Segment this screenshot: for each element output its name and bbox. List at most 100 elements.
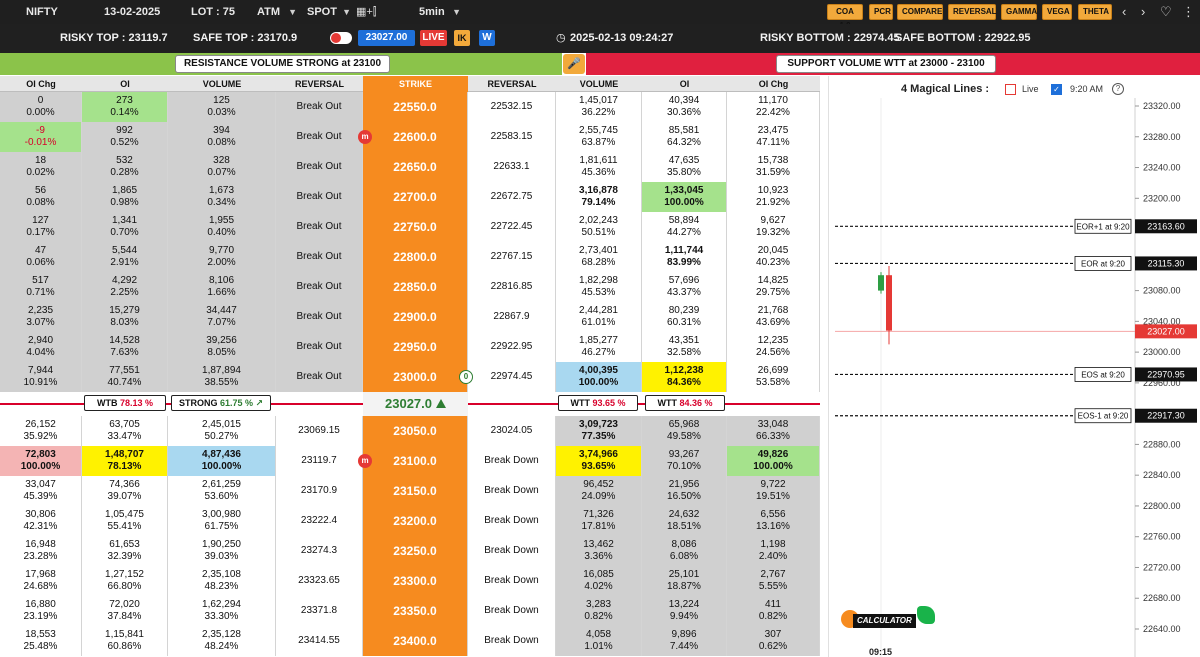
compare-button[interactable]: COMPARE	[897, 4, 943, 20]
cell-strike-value: 23000.0	[393, 370, 437, 384]
safe-bottom: SAFE BOTTOM : 22922.95	[895, 32, 1031, 44]
table-row[interactable]: 2,235 3.07% 15,279 8.03% 34,447 7.07% Break Ou…	[0, 302, 820, 332]
table-row[interactable]: 47 0.06% 5,544 2.91% 9,770 2.00% Break Out 2280…	[0, 242, 820, 272]
cell-poichg: 411 0.82%	[727, 596, 820, 626]
cell-pvol: 3,16,878 79.14%	[556, 182, 642, 212]
spot-select[interactable]: SPOT ▼	[307, 0, 351, 24]
table-row[interactable]: 33,047 45.39% 74,366 39.07% 2,61,259 53.60% 23…	[0, 476, 820, 506]
bull-icon	[917, 606, 935, 624]
wtb-chip: WTB 78.13 %	[84, 395, 166, 411]
cell-poichg-value: 307	[764, 629, 782, 640]
table-row[interactable]: 18 0.02% 532 0.28% 328 0.07% Break Out 22650.0 2…	[0, 152, 820, 182]
cell-oi-value: 273	[116, 95, 133, 106]
cell-vol-value: 4,87,436	[202, 449, 241, 460]
heart-icon[interactable]: ♡	[1160, 4, 1172, 19]
lot-value: LOT : 75	[191, 6, 236, 18]
cell-vol: 2,45,015 50.27%	[168, 416, 276, 446]
symbol-select[interactable]: NIFTY	[26, 0, 86, 24]
marker-zero-badge[interactable]: 0	[459, 370, 473, 384]
reversal-button[interactable]: REVERSAL	[948, 4, 997, 20]
cell-oichg: 30,806 42.31%	[0, 506, 82, 536]
interval-select[interactable]: 5min ▼	[419, 0, 461, 24]
current-price-box	[1135, 324, 1197, 339]
cell-pvol-value: 1,82,298	[579, 275, 618, 286]
level-name: EOS-1 at 9:20	[1078, 412, 1129, 421]
table-row[interactable]: 16,880 23.19% 72,020 37.84% 1,62,294 33.30% 23…	[0, 596, 820, 626]
gamma-button[interactable]: GAMMA	[1001, 4, 1037, 20]
cell-rev-value: Break Out	[296, 281, 342, 292]
expiry-select[interactable]: 13-02-2025	[104, 0, 170, 24]
y-tick-label: 22880.00	[1143, 439, 1181, 449]
cell-poichg: 14,825 29.75%	[727, 272, 820, 302]
theta-button[interactable]: THETA	[1078, 4, 1112, 20]
cell-poi-percent: 70.10%	[667, 461, 701, 472]
live-button[interactable]: LIVE	[420, 30, 447, 46]
y-tick-label: 22640.00	[1143, 624, 1181, 634]
table-row[interactable]: 2,940 4.04% 14,528 7.63% 39,256 8.05% Break Ou…	[0, 332, 820, 362]
cell-pvol-value: 4,00,395	[579, 365, 618, 376]
live-checkbox[interactable]	[1005, 84, 1016, 95]
y-tick-label: 23080.00	[1143, 286, 1181, 296]
current-price-label: 23027.00	[1147, 326, 1185, 336]
ik-button[interactable]: IK	[454, 30, 470, 46]
microphone-icon[interactable]: 🎤	[563, 54, 585, 74]
table-row[interactable]: 16,948 23.28% 61,653 32.39% 1,90,250 39.03% 23…	[0, 536, 820, 566]
w-button[interactable]: W	[479, 30, 495, 46]
cell-poichg: 12,235 24.56%	[727, 332, 820, 362]
cell-pvol-percent: 36.22%	[581, 107, 616, 118]
cell-poichg-value: 21,768	[757, 305, 789, 316]
cell-poichg: 26,699 53.58%	[727, 362, 820, 392]
cell-poi-value: 13,224	[668, 599, 700, 610]
cell-strike: 23150.0	[363, 476, 468, 506]
cell-rev-value: Break Out	[296, 191, 342, 202]
table-row[interactable]: 0 0.00% 273 0.14% 125 0.03% Break Out 22550.0 22…	[0, 92, 820, 122]
cell-poichg: 23,475 47.11%	[727, 122, 820, 152]
table-row[interactable]: 18,553 25.48% 1,15,841 60.86% 2,35,128 48.24%…	[0, 626, 820, 656]
table-row[interactable]: 17,968 24.68% 1,27,152 66.80% 2,35,108 48.23%…	[0, 566, 820, 596]
table-row[interactable]: 26,152 35.92% 63,705 33.47% 2,45,015 50.27% 23…	[0, 416, 820, 446]
cell-oichg-value: 2,235	[27, 305, 54, 316]
indicator-tools-icon[interactable]: ▦+⫿	[356, 6, 377, 18]
cell-vol-value: 1,673	[208, 185, 235, 196]
marker-m-badge[interactable]: m	[358, 130, 372, 144]
cell-oi-value: 15,279	[109, 305, 140, 316]
live-toggle[interactable]	[330, 32, 352, 44]
coa-button[interactable]: COA 1.0	[827, 4, 863, 30]
table-row[interactable]: 517 0.71% 4,292 2.25% 8,106 1.66% Break Out 228…	[0, 272, 820, 302]
table-row[interactable]: 30,806 42.31% 1,05,475 55.41% 3,00,980 61.75%…	[0, 506, 820, 536]
marker-m-badge[interactable]: m	[358, 454, 372, 468]
cell-pvol-value: 2,55,745	[579, 125, 618, 136]
lot-select[interactable]: LOT : 75	[191, 0, 251, 24]
chevron-right-icon[interactable]: ›	[1141, 4, 1146, 19]
cell-poi-percent: 100.00%	[664, 197, 704, 208]
cell-prev: 22672.75	[468, 182, 556, 212]
cell-strike: 22800.0	[363, 242, 468, 272]
table-row[interactable]: 72,803 100.00% 1,48,707 78.13% 4,87,436 100.0…	[0, 446, 820, 476]
time-checkbox[interactable]: ✓	[1051, 84, 1062, 95]
candle-body	[886, 275, 892, 331]
table-row[interactable]: 7,944 10.91% 77,551 40.74% 1,87,894 38.55% Bre…	[0, 362, 820, 392]
col-strike: STRIKE	[363, 76, 468, 92]
cell-pvol-percent: 46.27%	[581, 347, 616, 358]
cell-vol: 328 0.07%	[168, 152, 276, 182]
table-row[interactable]: 127 0.17% 1,341 0.70% 1,955 0.40% Break Out 227…	[0, 212, 820, 242]
cell-vol-percent: 1.66%	[207, 287, 236, 298]
chevron-left-icon[interactable]: ‹	[1122, 4, 1127, 19]
chevron-down-icon: ▼	[342, 7, 351, 17]
cell-vol: 394 0.08%	[168, 122, 276, 152]
cell-poichg-value: 9,627	[760, 215, 786, 226]
table-row[interactable]: -9 -0.01% 992 0.52% 394 0.08% Break Out 22600.0…	[0, 122, 820, 152]
level-price-box	[1135, 219, 1197, 234]
cell-pvol-value: 1,85,277	[579, 335, 618, 346]
help-icon[interactable]: ?	[1112, 83, 1124, 95]
cell-vol: 2,35,108 48.23%	[168, 566, 276, 596]
cell-prev: 22974.45	[468, 362, 556, 392]
more-vertical-icon[interactable]: ⋮	[1182, 4, 1195, 19]
cell-poichg-percent: 5.55%	[758, 581, 788, 592]
vega-button[interactable]: VEGA	[1042, 4, 1072, 20]
cell-vol-percent: 8.05%	[207, 347, 236, 358]
moneyness-select[interactable]: ATM ▼	[257, 0, 297, 24]
table-row[interactable]: 56 0.08% 1,865 0.98% 1,673 0.34% Break Out 2270…	[0, 182, 820, 212]
pcr-button[interactable]: PCR	[869, 4, 893, 20]
wtt-label: WTT	[570, 398, 590, 408]
